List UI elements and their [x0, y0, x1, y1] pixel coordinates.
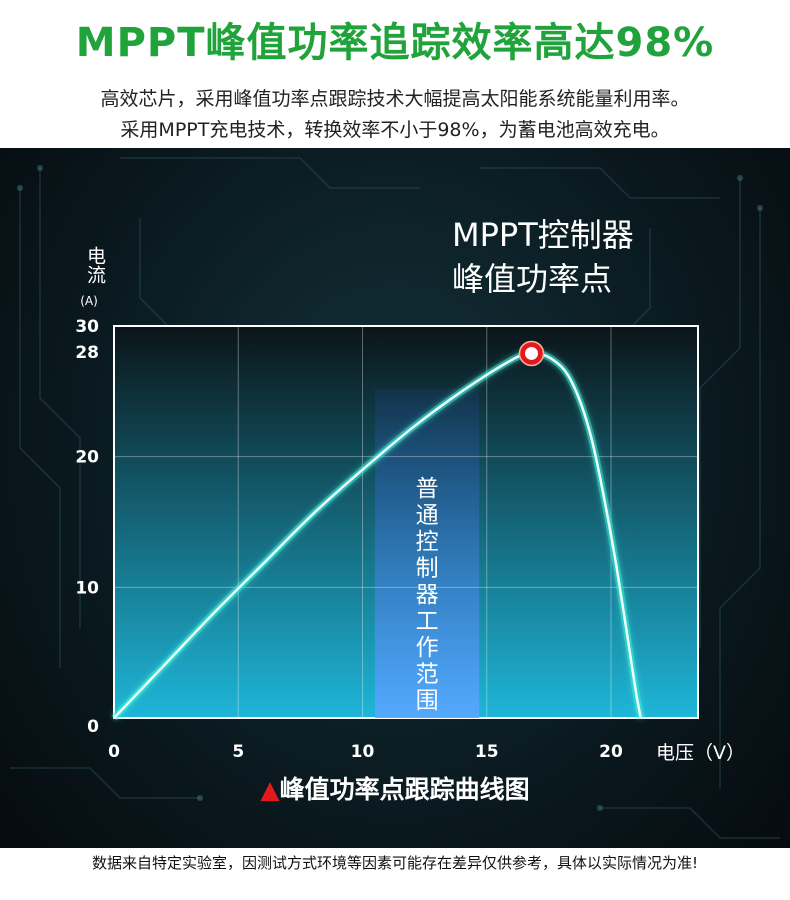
x-axis-label: 电压（V） [656, 742, 745, 764]
headline: MPPT峰值功率追踪效率高达98% [75, 20, 715, 66]
y-tick-label: 0 [87, 717, 99, 737]
x-axis-ticks: 0 5 10 15 20 [108, 742, 623, 762]
description-line-2: 采用MPPT充电技术，转换效率不小于98%，为蓄电池高效充电。 [120, 119, 670, 141]
x-tick-label: 0 [108, 742, 120, 762]
y-axis-label: 电流 [84, 246, 106, 284]
x-tick-label: 5 [232, 742, 244, 762]
chart-title-line-2: 峰值功率点 [452, 260, 613, 298]
iv-curve-line [113, 352, 643, 719]
disclaimer-note: 数据来自特定实验室，因测试方式环境等因素可能存在差异仅供参考，具体以实际情况为准… [91, 854, 699, 872]
circuit-background [10, 157, 780, 839]
chart-caption: ▲峰值功率点跟踪曲线图 [0, 770, 790, 806]
y-axis-unit: (A) [80, 294, 98, 308]
y-tick-label: 20 [75, 448, 99, 468]
chart-title-line-1: MPPT控制器 [452, 216, 634, 254]
x-tick-label: 10 [351, 742, 375, 762]
y-tick-label: 10 [75, 578, 99, 598]
y-tick-label: 28 [75, 343, 99, 363]
y-axis-ticks: 0 10 20 28 30 [75, 317, 99, 737]
caption-marker-icon: ▲ [260, 775, 280, 804]
normal-controller-range-label: 普通控制器工作范围 [416, 476, 439, 714]
x-tick-label: 15 [475, 742, 499, 762]
caption-text: 峰值功率点跟踪曲线图 [279, 775, 530, 804]
header-section: MPPT峰值功率追踪效率高达98% 高效芯片，采用峰值功率点跟踪技术大幅提高太阳… [0, 0, 790, 148]
description-line-1: 高效芯片，采用峰值功率点跟踪技术大幅提高太阳能系统能量利用率。 [100, 88, 690, 110]
peak-power-point-center [524, 346, 538, 360]
footer [0, 848, 790, 900]
x-tick-label: 20 [599, 742, 623, 762]
y-tick-label: 30 [75, 317, 99, 337]
grid-lines [114, 326, 698, 718]
